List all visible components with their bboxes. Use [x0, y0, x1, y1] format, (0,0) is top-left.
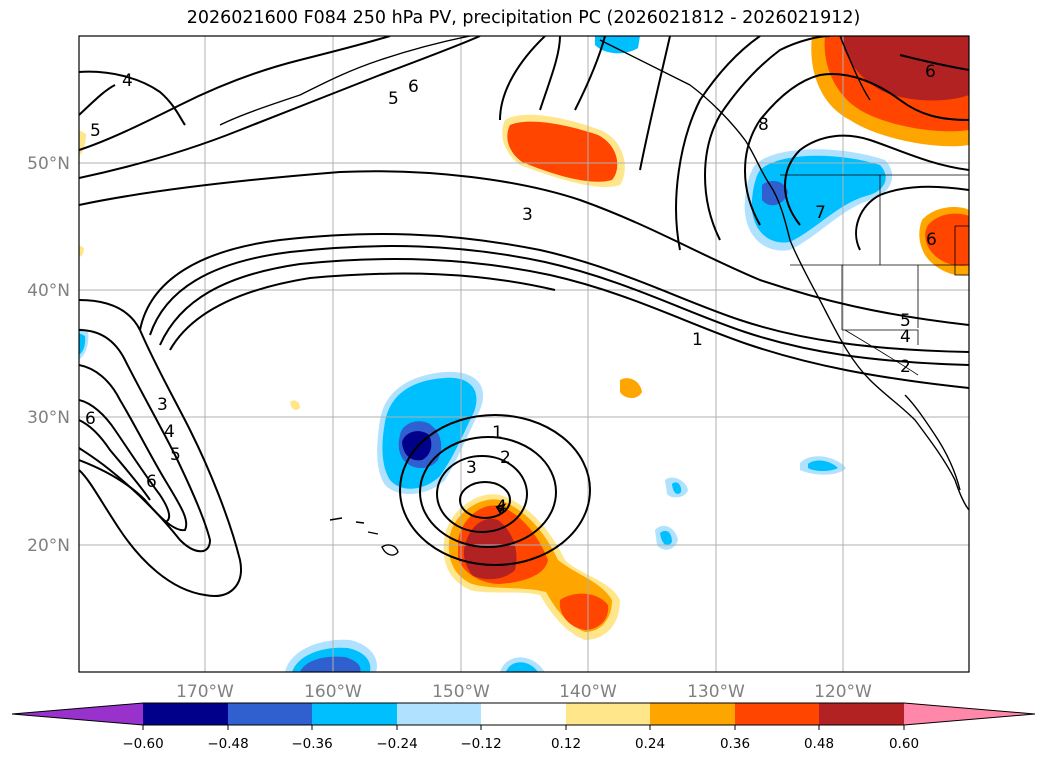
pv-label: 4: [496, 497, 507, 517]
pv-label: 5: [90, 121, 101, 141]
colorbar-tick-label: 0.12: [551, 736, 581, 752]
lon-label: 120°W: [814, 682, 872, 702]
colorbar-over-arrow: [904, 703, 1035, 725]
pv-contour-labels: 4 5 6 5 8 3 1 5 4 2 6 1 2 3 4 3 4 5 6 6 …: [85, 62, 937, 517]
colorbar-ticks: [142, 725, 905, 730]
lat-label: 20°N: [27, 536, 70, 556]
pv-label: 1: [692, 330, 703, 350]
pv-label: 3: [522, 205, 533, 225]
pv-label: 3: [157, 395, 168, 415]
colorbar-tick-label: −0.36: [291, 736, 332, 752]
lon-label: 150°W: [432, 682, 490, 702]
plot-frame: [78, 35, 970, 673]
longitude-labels: 170°W 160°W 150°W 140°W 130°W 120°W: [176, 682, 872, 702]
lat-label: 30°N: [27, 408, 70, 428]
pv-label: 4: [122, 71, 133, 91]
lat-label: 50°N: [27, 154, 70, 174]
pv-label: 7: [815, 203, 826, 223]
colorbar-tick-label: 0.24: [635, 736, 665, 752]
colorbar-bin: [735, 703, 819, 725]
colorbar-bin: [481, 703, 566, 725]
pv-label: 5: [170, 445, 181, 465]
colorbar-tick-label: 0.36: [720, 736, 750, 752]
colorbar-tick-label: −0.24: [376, 736, 417, 752]
lon-label: 140°W: [559, 682, 617, 702]
pv-label: 2: [900, 357, 911, 377]
colorbar-bin: [566, 703, 650, 725]
pv-label: 6: [926, 230, 937, 250]
colorbar-bin: [650, 703, 735, 725]
lon-label: 130°W: [687, 682, 745, 702]
pv-label: 1: [492, 423, 503, 443]
pv-label: 6: [925, 62, 936, 82]
pv-label: 8: [758, 115, 769, 135]
colorbar-tick-label: −0.60: [122, 736, 163, 752]
pv-label: 3: [466, 458, 477, 478]
graticule: [79, 36, 969, 672]
lat-label: 40°N: [27, 281, 70, 301]
colorbar-bin: [819, 703, 904, 725]
coastlines: [219, 36, 969, 556]
pv-label: 4: [164, 422, 175, 442]
colorbar-bin: [312, 703, 397, 725]
pv-label: 6: [85, 409, 96, 429]
pv-contours: [79, 36, 969, 597]
colorbar-bin: [228, 703, 312, 725]
state-borders: [780, 174, 969, 376]
pv-label: 6: [408, 77, 419, 97]
pv-label: 2: [500, 448, 511, 468]
pv-label: 4: [900, 327, 911, 347]
colorbar-tick-label: 0.60: [889, 736, 919, 752]
colorbar-bin: [397, 703, 481, 725]
colorbar-tick-label: −0.12: [460, 736, 501, 752]
colorbar: −0.60 −0.48 −0.36 −0.24 −0.12 0.12 0.24 …: [11, 702, 1036, 752]
pv-label: 6: [146, 472, 157, 492]
colorbar-under-arrow: [12, 703, 143, 725]
map-title: 2026021600 F084 250 hPa PV, precipitatio…: [186, 8, 861, 28]
pv-label: 5: [388, 89, 399, 109]
lon-label: 170°W: [176, 682, 234, 702]
pv-label: 5: [900, 311, 911, 331]
colorbar-bin: [143, 703, 228, 725]
colorbar-tick-label: 0.48: [804, 736, 834, 752]
colorbar-tick-label: −0.48: [207, 736, 248, 752]
latitude-labels: 50°N 40°N 30°N 20°N: [27, 154, 70, 556]
lon-label: 160°W: [304, 682, 362, 702]
